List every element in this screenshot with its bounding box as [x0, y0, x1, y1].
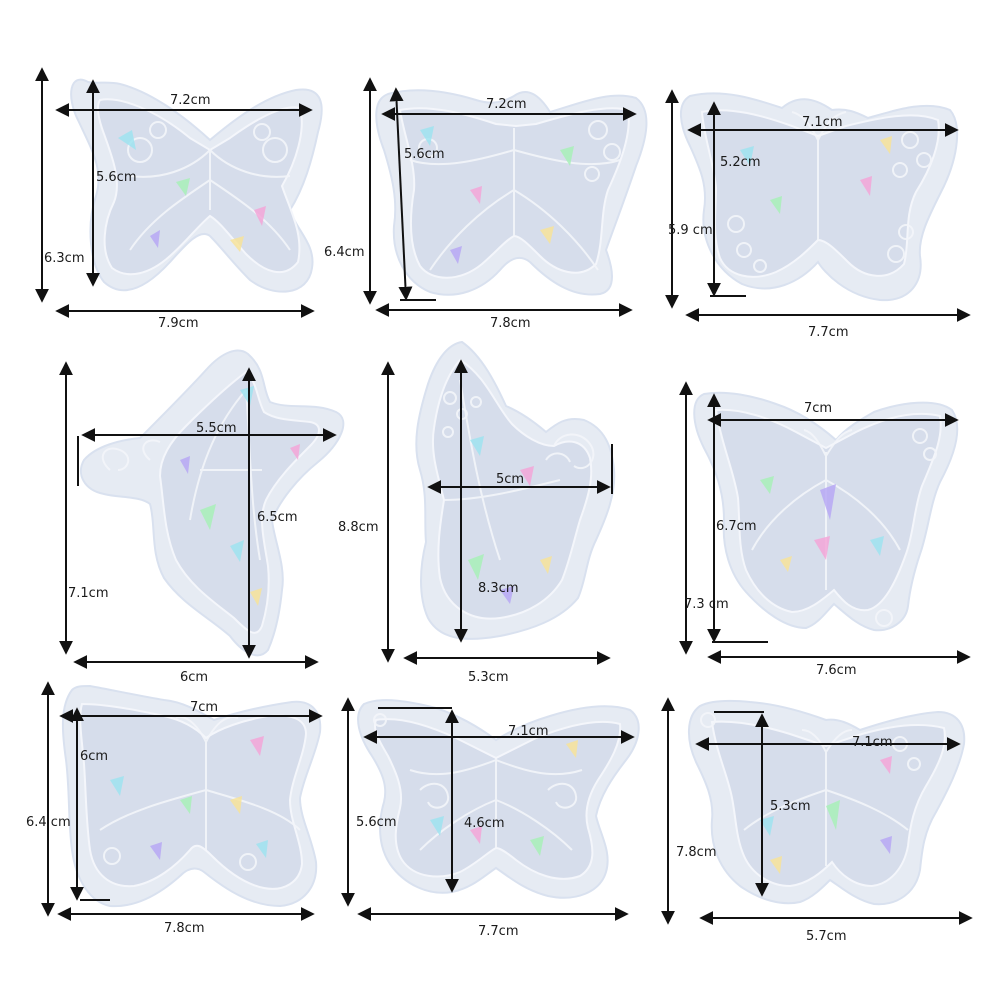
mold-1-holo-shard: [230, 236, 244, 252]
mold-1-height-label: 5.6cm: [96, 170, 137, 185]
mold-7-holo-shard: [230, 796, 242, 814]
mold-7-height-label: 6cm: [80, 749, 108, 764]
mold-3-width-label: 7.1cm: [802, 115, 843, 130]
mold-5-width-label: 5cm: [496, 472, 524, 487]
mold-3-holo-shard: [880, 136, 892, 154]
mold-1: 7.2cm 5.6cm 6.3cm 7.9cm: [35, 67, 323, 331]
mold-8-holo-shard: [470, 826, 482, 844]
mold-6-holo-shard: [870, 536, 884, 556]
mold-2-overall-height-label: 6.4cm: [324, 245, 365, 260]
mold-9-holo-shard: [826, 800, 840, 830]
mold-7-holo-shard: [150, 842, 162, 860]
mold-5-holo-shard: [470, 436, 484, 456]
mold-3-overall-width-label: 7.7cm: [808, 325, 849, 340]
mold-8-holo-shard: [566, 740, 578, 758]
mold-6: 7cm 6.7cm 7.3 cm 7.6cm: [679, 381, 971, 678]
mold-9-holo-shard: [880, 836, 892, 854]
mold-7-holo-shard: [180, 796, 192, 814]
mold-3-holo-shard: [740, 146, 754, 166]
mold-6-overall-width-label: 7.6cm: [816, 663, 857, 678]
mold-9-width-label: 7.1cm: [852, 735, 893, 750]
mold-4-holo-shard: [230, 540, 244, 562]
mold-3-overall-height-label: 5.9 cm: [668, 223, 713, 238]
mold-3: 7.1cm 5.2cm 5.9 cm 7.7cm: [665, 89, 971, 340]
mold-5-overall-height-label: 8.8cm: [338, 520, 379, 535]
mold-2-holo-shard: [540, 226, 554, 244]
mold-3-holo-shard: [860, 176, 872, 196]
mold-6-holo-shard: [814, 536, 830, 560]
mold-3-height-label: 5.2cm: [720, 155, 761, 170]
mold-9-overall-height-label: 7.8cm: [676, 845, 717, 860]
mold-1-holo-shard: [176, 178, 190, 196]
mold-6-holo-shard: [760, 476, 774, 494]
mold-7-width-label: 7cm: [190, 700, 218, 715]
mold-2-holo-shard: [470, 186, 482, 204]
mold-5-holo-shard: [540, 556, 552, 574]
mold-6-height-label: 6.7cm: [716, 519, 757, 534]
mold-9-height-label: 5.3cm: [770, 799, 811, 814]
mold-8-width-label: 7.1cm: [508, 724, 549, 739]
mold-8-overall-width-label: 7.7cm: [478, 924, 519, 939]
mold-7-holo-shard: [110, 776, 124, 796]
mold-7-cavity: [79, 702, 308, 890]
mold-5: 5cm 8.3cm 8.8cm 5.3cm: [338, 340, 616, 685]
mold-2: 7.2cm 5.6cm 6.4cm 7.8cm: [324, 77, 648, 331]
mold-5-overall-width-label: 5.3cm: [468, 670, 509, 685]
mold-7-overall-height-label: 6.4 cm: [26, 815, 71, 830]
mold-8: 7.1cm 4.6cm 5.6cm 7.7cm: [341, 697, 640, 939]
mold-2-height-label: 5.6cm: [404, 147, 445, 162]
mold-1-overall-width-label: 7.9cm: [158, 316, 199, 331]
mold-1-width-label: 7.2cm: [170, 93, 211, 108]
mold-8-overall-height-label: 5.6cm: [356, 815, 397, 830]
mold-8-height-label: 4.6cm: [464, 816, 505, 831]
mold-6-holo-shard: [780, 556, 792, 572]
mold-4: 5.5cm 6.5cm 7.1cm 6cm: [59, 349, 345, 685]
mold-1-overall-height-label: 6.3cm: [44, 251, 85, 266]
mold-5-height-label: 8.3cm: [478, 581, 519, 596]
mold-2-height-line: [389, 87, 413, 301]
mold-2-holo-shard: [450, 246, 462, 264]
mold-9-holo-shard: [880, 756, 892, 774]
mold-1-holo-shard: [150, 230, 160, 248]
mold-4-height-label: 6.5cm: [257, 510, 298, 525]
mold-6-holo-shard: [820, 484, 836, 520]
mold-3-holo-shard: [770, 196, 782, 214]
mold-8-holo-shard: [430, 816, 444, 836]
mold-7-holo-shard: [250, 736, 264, 756]
mold-4-holo-shard: [180, 456, 190, 474]
mold-4-holo-shard: [200, 504, 216, 530]
mold-4-overall-width-label: 6cm: [180, 670, 208, 685]
mold-2-holo-shard: [420, 126, 434, 146]
mold-5-holo-shard: [500, 586, 514, 604]
mold-2-overall-width-label: 7.8cm: [490, 316, 531, 331]
mold-7-overall-width-label: 7.8cm: [164, 921, 205, 936]
mold-4-holo-shard: [290, 444, 300, 460]
mold-7-holo-shard: [256, 840, 268, 858]
mold-6-width-label: 7cm: [804, 401, 832, 416]
mold-7: 7cm 6cm 6.4 cm 7.8cm: [26, 681, 323, 936]
mold-2-holo-shard: [560, 146, 574, 166]
mold-6-overall-height-label: 7.3 cm: [684, 597, 729, 612]
mold-2-width-label: 7.2cm: [486, 97, 527, 112]
mold-1-holo-shard: [118, 130, 136, 150]
mold-5-holo-shard: [468, 554, 484, 580]
mold-9-overall-width-label: 5.7cm: [806, 929, 847, 944]
mold-4-width-label: 5.5cm: [196, 421, 237, 436]
mold-1-holo-shard: [254, 206, 266, 226]
mold-8-holo-shard: [530, 836, 544, 856]
mold-9: 7.1cm 5.3cm 7.8cm 5.7cm: [661, 697, 973, 944]
mold-9-holo-shard: [770, 856, 782, 874]
mold-4-overall-height-label: 7.1cm: [68, 586, 109, 601]
